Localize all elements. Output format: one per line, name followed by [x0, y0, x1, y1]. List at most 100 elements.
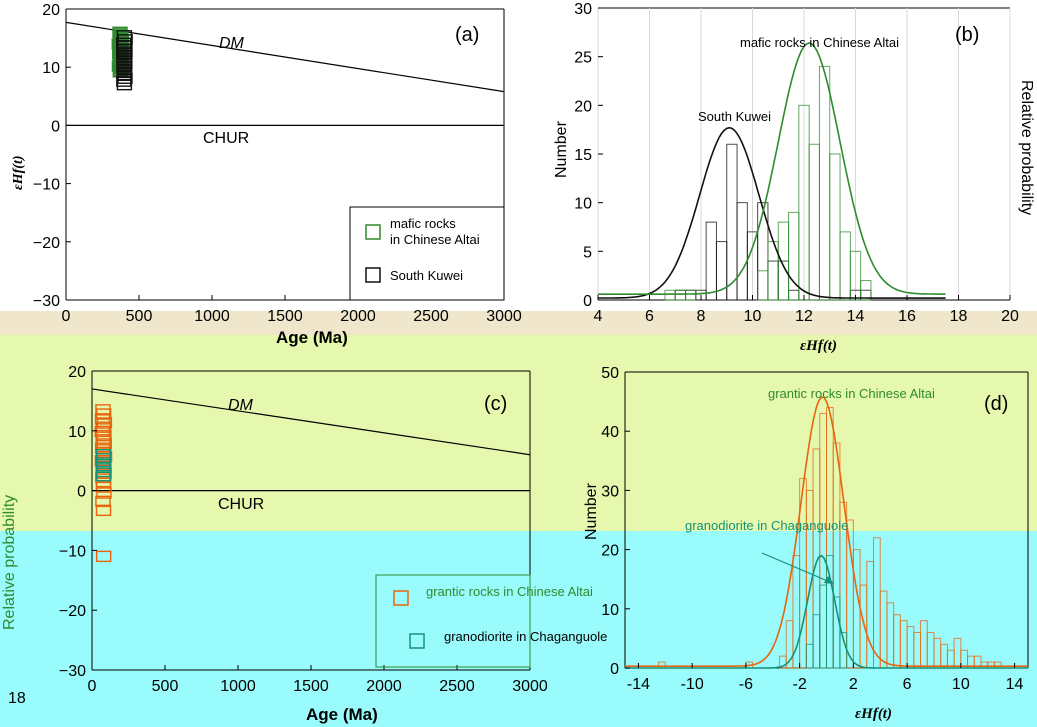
panel-d-bar	[993, 661, 1002, 669]
panel-b-ytick-label: 25	[574, 50, 592, 67]
panel-b-annotation-mafic: mafic rocks in Chinese Altai	[740, 35, 899, 50]
panel-b-bar	[788, 211, 800, 301]
panel-b-xtick-label: 6	[645, 308, 654, 325]
panel-d-ytick-label: 20	[601, 543, 619, 560]
panel-d-ytick-label: 40	[601, 424, 619, 441]
panel-b-bar	[839, 231, 851, 301]
panel-c-legend-swatch-grantic	[393, 590, 409, 606]
panel-d-xtick-label: -2	[793, 676, 807, 693]
panel-a-ytick-label: 20	[42, 2, 60, 19]
panel-d-bar	[866, 560, 875, 669]
panel-d-bar	[812, 614, 821, 669]
panel-c-point	[94, 413, 111, 425]
panel-d-bar	[913, 631, 922, 669]
panel-b-ylabel: Number	[553, 120, 570, 178]
panel-a-legend-mafic: mafic rocks in Chinese Altai	[390, 216, 480, 247]
panel-c-point	[96, 487, 112, 499]
panel-b-ytick-label: 20	[574, 98, 592, 115]
panel-b-label: (b)	[955, 24, 979, 46]
panel-a-xtick-label: 1500	[267, 308, 303, 325]
panel-c-point	[95, 469, 112, 482]
panel-d-bar	[899, 620, 908, 669]
panel-a-xtick-label: 2500	[413, 308, 449, 325]
panel-b-bar	[808, 143, 820, 301]
panel-a-xtick-label: 500	[126, 308, 153, 325]
panel-d-bar	[859, 584, 868, 669]
panel-d-bar	[987, 661, 995, 669]
panel-b-xtick-label: 10	[744, 308, 762, 325]
panel-d-bar	[832, 442, 841, 669]
panel-b-bar	[726, 143, 738, 301]
panel-b-xtick-label: 12	[795, 308, 813, 325]
panel-a-legend-mafic-text: mafic rocks	[390, 216, 456, 231]
panel-c-point	[94, 455, 111, 467]
panel-b-bar	[767, 260, 779, 301]
panel-c-point	[94, 442, 111, 454]
panel-b-bar	[788, 289, 800, 301]
panel-d-ytick-label: 50	[601, 365, 619, 382]
bottom-left-number: 18	[8, 690, 26, 707]
panel-c-point	[95, 550, 112, 563]
panel-d-xlabel: εHf(t)	[855, 706, 892, 722]
panel-d-bar	[953, 637, 962, 669]
panel-c-side-label: Relative probability	[1, 495, 18, 630]
panel-c-xtick-label: 500	[152, 678, 179, 695]
panel-b-xtick-label: 4	[594, 308, 603, 325]
panel-a-xtick-label: 3000	[486, 308, 522, 325]
panel-c-point	[96, 429, 112, 442]
panel-d: -14 -10 -6 -2 2 6 10 14 0 10 20 30 40 50 (d) grantic …	[583, 365, 1029, 722]
panel-a-xtick-label: 1000	[194, 308, 230, 325]
panel-b-ytick-label: 10	[574, 196, 592, 213]
panel-d-bar	[819, 584, 827, 669]
panel-b-ytick-label: 15	[574, 147, 592, 164]
panel-d-bar	[906, 626, 915, 669]
panel-c-point	[95, 421, 112, 433]
panel-d-bar	[852, 549, 861, 669]
panel-d-xtick-label: 2	[849, 676, 858, 693]
panel-a-dm-label: DM	[219, 35, 245, 52]
panel-b-density-curve	[598, 126, 946, 299]
panel-a-side-label: εHf(t)	[11, 155, 26, 190]
background-band-green	[0, 335, 1037, 531]
background-band-cyan	[0, 531, 1037, 727]
panel-b-bar	[829, 153, 841, 301]
panel-c-xtick-label: 1000	[220, 678, 256, 695]
panel-b-xtick-label: 14	[847, 308, 865, 325]
panel-d-bar	[658, 661, 666, 669]
panel-c-point	[96, 438, 112, 450]
panel-d-bar	[879, 590, 888, 669]
panel-a-legend-box	[349, 206, 505, 301]
panel-b-xlabel: εHf(t)	[800, 338, 837, 354]
panel-d-bar	[893, 614, 901, 669]
panel-a-chur-label: CHUR	[203, 130, 249, 147]
panel-d-bar	[980, 661, 989, 669]
panel-c-ytick-label: −10	[59, 543, 86, 560]
panel-c-point	[94, 425, 110, 438]
panel-a-xtick-label: 2000	[340, 308, 376, 325]
panel-c-xlabel: Age (Ma)	[306, 705, 378, 724]
panel-b-side-label: Relative probability	[1018, 80, 1035, 215]
panel-c-dm-line	[91, 388, 531, 456]
panel-c: 0 500 1000 1500 2000 2500 3000 20 10 0 −10 −20 −30 (…	[59, 364, 608, 724]
panel-c-ytick-label: −30	[59, 663, 86, 680]
panel-b-bar	[685, 289, 697, 301]
panel-b-xtick-label: 16	[898, 308, 916, 325]
panel-b-bar	[685, 289, 697, 301]
panel-a-legend: mafic rocks in Chinese Altai South Kuwei	[349, 206, 505, 301]
panel-c-legend-grantic: grantic rocks in Chinese Altai	[426, 584, 593, 599]
panel-d-ytick-label: 10	[601, 602, 619, 619]
panel-d-bar	[819, 412, 827, 669]
panel-c-ytick-label: 0	[77, 484, 86, 501]
panel-d-label: (d)	[984, 393, 1008, 415]
panel-a: 0 500 1000 1500 2000 2500 3000 20 10 0 −10 −20 −30 (…	[33, 2, 522, 347]
panel-c-xtick-label: 3000	[512, 678, 548, 695]
panel-c-point	[96, 417, 113, 429]
panel-c-point	[95, 495, 111, 508]
panel-b-bar	[664, 289, 676, 301]
panel-d-xtick-label: 14	[1006, 676, 1024, 693]
panel-c-point	[95, 434, 111, 446]
panel-b-bar	[757, 270, 769, 301]
panel-a-ytick-label: 0	[51, 118, 60, 135]
panel-a-legend-swatch-kuwei	[365, 267, 381, 283]
panel-a-point	[115, 37, 132, 50]
